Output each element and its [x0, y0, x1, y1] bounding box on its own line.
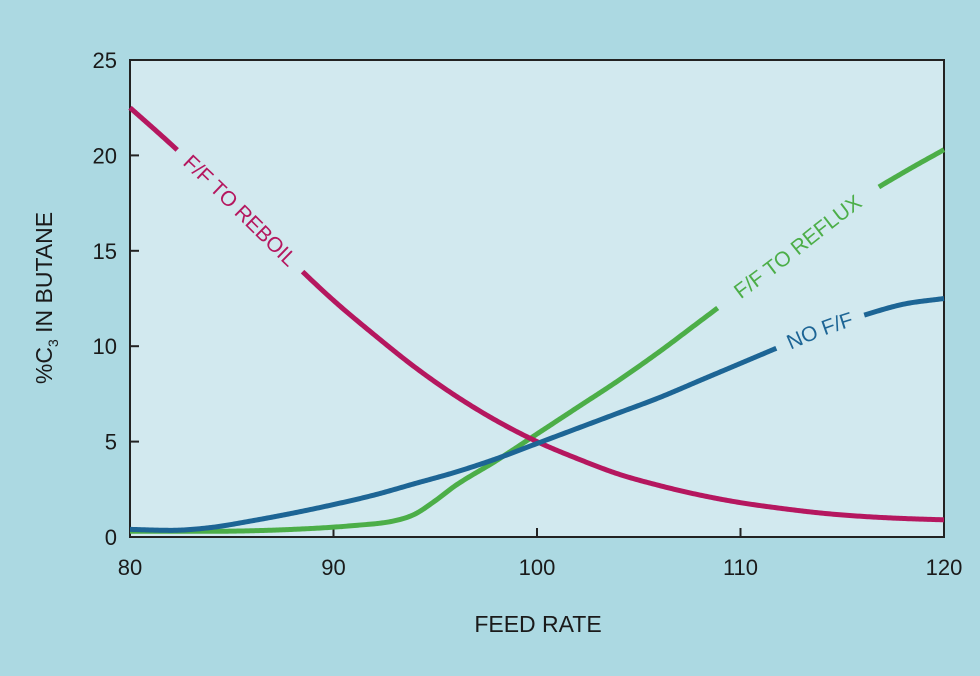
axis-ticks: 80 90 100 110 120 0 5 10 15 20 25: [93, 48, 963, 580]
x-tick-label: 90: [321, 555, 345, 580]
x-axis-title: FEED RATE: [474, 611, 601, 637]
y-tick-label: 25: [93, 48, 117, 73]
y-tick-label: 0: [105, 525, 117, 550]
y-axis-title-subscript: 3: [45, 339, 61, 347]
plot-area: [129, 59, 945, 538]
y-tick-label: 20: [93, 143, 117, 168]
series-line: [129, 296, 945, 533]
y-tick-label: 5: [105, 430, 117, 455]
x-tick-label: 110: [723, 555, 758, 580]
y-tick-label: 10: [93, 334, 117, 359]
y-axis-title-suffix: IN BUTANE: [31, 212, 57, 339]
y-tick-label: 15: [93, 239, 117, 264]
x-tick-label: 120: [926, 555, 963, 580]
y-axis-title: %C3 IN BUTANE: [31, 212, 61, 384]
x-tick-label: 80: [118, 555, 142, 580]
series-line: [129, 147, 946, 534]
x-tick-label: 100: [519, 555, 556, 580]
y-axis-title-prefix: %C: [31, 347, 57, 384]
